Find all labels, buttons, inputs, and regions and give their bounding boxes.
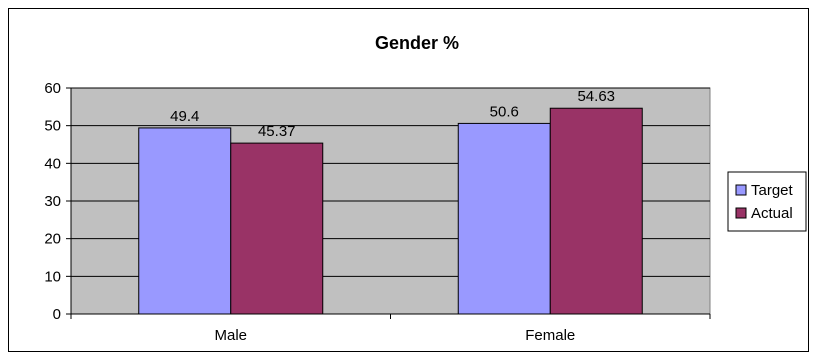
legend-swatch-target (735, 184, 747, 196)
y-tick-label: 30 (44, 193, 61, 210)
bar-target-female (457, 122, 551, 315)
legend: Target Actual (727, 171, 807, 232)
x-tick-label: Female (525, 327, 575, 344)
y-tick-label: 60 (44, 80, 61, 97)
legend-swatch-actual (735, 207, 747, 219)
x-tick-label: Male (214, 327, 247, 344)
legend-label-target: Target (751, 182, 794, 199)
data-label: 50.6 (490, 103, 519, 120)
y-tick-label: 40 (44, 155, 61, 172)
legend-label-actual: Actual (751, 205, 793, 222)
y-tick-label: 20 (44, 231, 61, 248)
bar-actual-female (549, 107, 643, 315)
bar-target-male (138, 127, 232, 315)
chart-frame: Gender % 0 10 20 30 40 50 60 49.4 45.37 Male 50.6 5… (8, 8, 809, 352)
data-label: 54.63 (577, 88, 615, 105)
data-label: 45.37 (258, 123, 296, 140)
chart-svg: Gender % 0 10 20 30 40 50 60 49.4 45.37 Male 50.6 5… (44, 33, 807, 344)
legend-box (727, 171, 807, 232)
plot-area: 0 10 20 30 40 50 60 49.4 45.37 Male 50.6 54.63 Femal… (44, 80, 711, 344)
y-tick-label: 0 (53, 306, 61, 323)
bar-actual-male (230, 142, 324, 315)
chart-title: Gender % (375, 33, 459, 53)
data-label: 49.4 (170, 108, 199, 125)
y-tick-label: 10 (44, 268, 61, 285)
y-tick-label: 50 (44, 118, 61, 135)
